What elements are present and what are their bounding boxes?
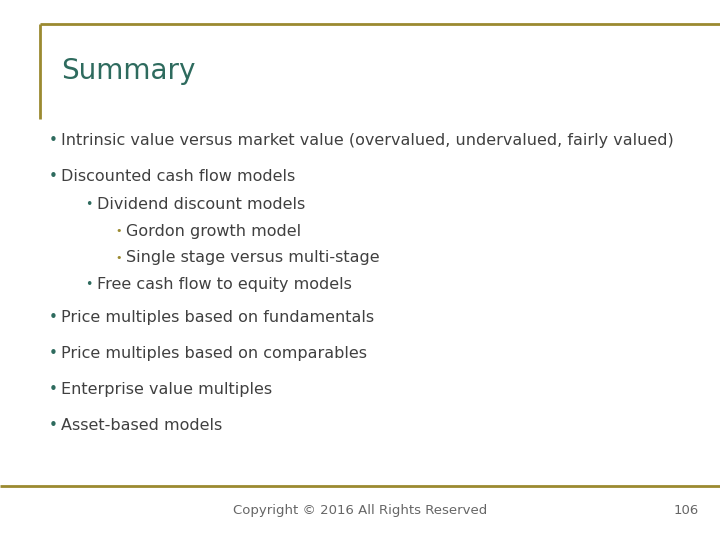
- Text: Intrinsic value versus market value (overvalued, undervalued, fairly valued): Intrinsic value versus market value (ove…: [61, 133, 674, 148]
- Text: Free cash flow to equity models: Free cash flow to equity models: [97, 277, 352, 292]
- Text: Asset-based models: Asset-based models: [61, 418, 222, 433]
- Text: •: •: [49, 310, 58, 325]
- Text: •: •: [49, 133, 58, 148]
- Text: Summary: Summary: [61, 57, 196, 85]
- Text: Price multiples based on fundamentals: Price multiples based on fundamentals: [61, 310, 374, 325]
- Text: •: •: [85, 198, 92, 211]
- Text: Dividend discount models: Dividend discount models: [97, 197, 305, 212]
- Text: •: •: [49, 346, 58, 361]
- Text: •: •: [49, 418, 58, 433]
- Text: 106: 106: [673, 504, 698, 517]
- Text: Copyright © 2016 All Rights Reserved: Copyright © 2016 All Rights Reserved: [233, 504, 487, 517]
- Text: •: •: [49, 169, 58, 184]
- Text: Single stage versus multi-stage: Single stage versus multi-stage: [126, 251, 379, 265]
- Text: Price multiples based on comparables: Price multiples based on comparables: [61, 346, 367, 361]
- Text: Enterprise value multiples: Enterprise value multiples: [61, 382, 272, 397]
- Text: Discounted cash flow models: Discounted cash flow models: [61, 169, 295, 184]
- Text: •: •: [115, 226, 122, 236]
- Text: Gordon growth model: Gordon growth model: [126, 224, 301, 239]
- Text: •: •: [115, 253, 122, 263]
- Text: •: •: [85, 278, 92, 291]
- Text: •: •: [49, 382, 58, 397]
